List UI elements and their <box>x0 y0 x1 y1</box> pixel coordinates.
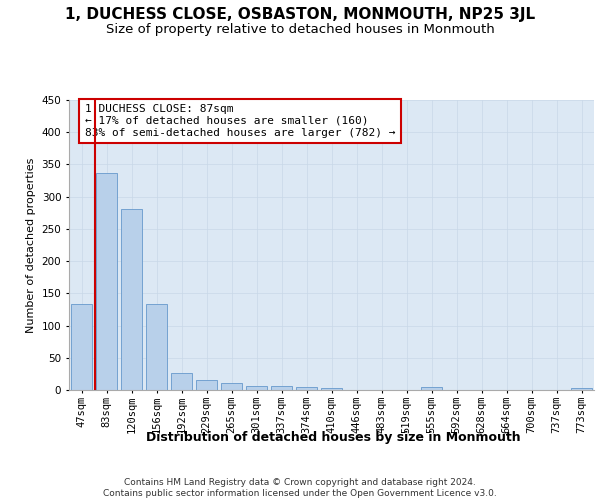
Bar <box>421 388 442 390</box>
Text: Size of property relative to detached houses in Monmouth: Size of property relative to detached ho… <box>106 22 494 36</box>
Bar <box>146 304 167 390</box>
Bar <box>271 386 292 390</box>
Bar <box>196 380 217 390</box>
Bar <box>246 386 267 390</box>
Bar <box>171 372 192 390</box>
Bar <box>571 388 592 390</box>
Bar <box>296 388 317 390</box>
Bar <box>96 174 117 390</box>
Y-axis label: Number of detached properties: Number of detached properties <box>26 158 36 332</box>
Bar <box>121 209 142 390</box>
Bar <box>71 304 92 390</box>
Text: Contains HM Land Registry data © Crown copyright and database right 2024.
Contai: Contains HM Land Registry data © Crown c… <box>103 478 497 498</box>
Bar <box>221 383 242 390</box>
Bar <box>321 388 342 390</box>
Text: Distribution of detached houses by size in Monmouth: Distribution of detached houses by size … <box>146 431 520 444</box>
Text: 1, DUCHESS CLOSE, OSBASTON, MONMOUTH, NP25 3JL: 1, DUCHESS CLOSE, OSBASTON, MONMOUTH, NP… <box>65 8 535 22</box>
Text: 1 DUCHESS CLOSE: 87sqm
← 17% of detached houses are smaller (160)
83% of semi-de: 1 DUCHESS CLOSE: 87sqm ← 17% of detached… <box>85 104 395 138</box>
